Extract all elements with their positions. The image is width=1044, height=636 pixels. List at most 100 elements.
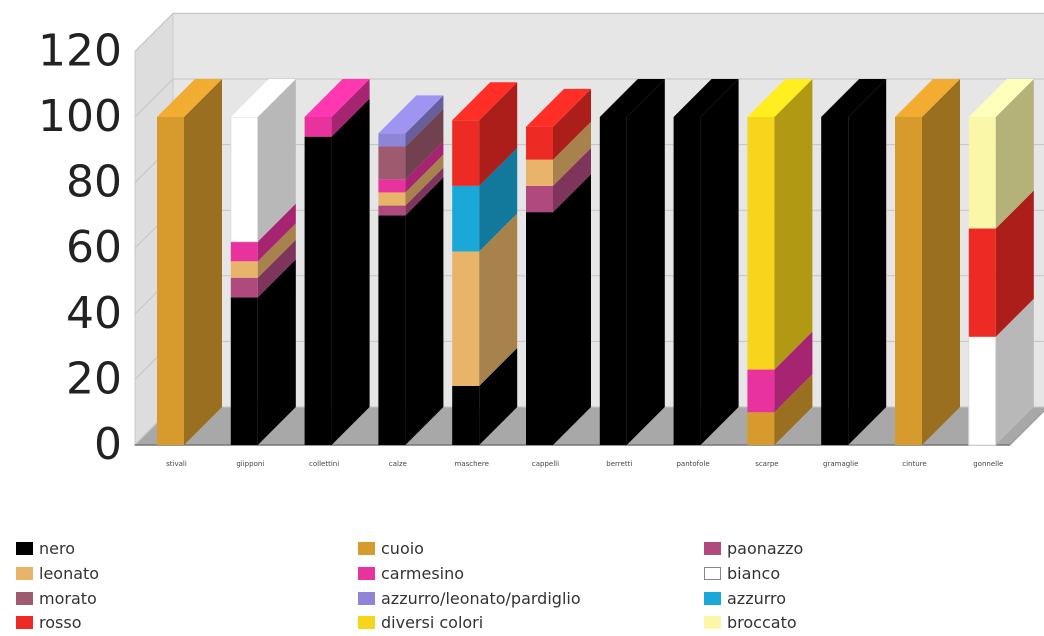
legend-label: nero — [39, 538, 75, 558]
bar-segment-scarpe-cuoio — [747, 412, 775, 445]
x-axis-ticks: stivali giipponi collettini calze maschere ca… — [166, 460, 1003, 468]
gridline-6 — [134, 12, 1044, 52]
bar-side-calze-azzurro/leonato/pardiglio — [405, 95, 444, 147]
bar-segment-calze-leonato — [378, 192, 406, 206]
bar-segment-scarpe-diversi colori — [747, 117, 775, 370]
bar-side-maschere-leonato — [479, 213, 518, 386]
legend-label: bianco — [727, 563, 781, 583]
bar-segment-calze-nero — [378, 215, 406, 445]
gridline-5 — [134, 78, 1044, 118]
bar-segment-pantofole-nero — [673, 117, 701, 445]
bar-maschere — [452, 82, 518, 445]
bar-segment-calze-carmesino — [378, 179, 406, 193]
x-tick-label-2: collettini — [309, 460, 339, 468]
bar-top-maschere — [452, 82, 518, 121]
bar-top-berretti — [599, 79, 665, 117]
legend-label: rosso — [39, 612, 82, 632]
x-tick-label-4: maschere — [455, 460, 489, 468]
bar-segment-collettini-nero — [304, 136, 332, 445]
bar-side-giipponi-bianco — [257, 79, 296, 242]
bar-side-calze-paonazzo — [405, 167, 444, 216]
bar-top-scarpe — [747, 79, 813, 117]
y-tick-label-2: 40 — [66, 288, 122, 339]
y-tick-label-4: 80 — [66, 157, 122, 208]
bar-side-giipponi-carmesino — [257, 203, 296, 262]
legend-item-paonazzo: paonazzo — [704, 536, 803, 560]
y-tick-label-0: 0 — [94, 419, 122, 470]
x-tick-label-7: pantofole — [676, 460, 709, 468]
bar-scarpe — [747, 79, 813, 445]
y-tick-label-3: 60 — [66, 222, 122, 273]
bar-segment-maschere-nero — [452, 385, 480, 445]
bar-top-cappelli — [526, 88, 591, 127]
x-tick-label-3: calze — [389, 460, 407, 468]
y-tick-label-6: 120 — [38, 25, 122, 76]
bar-gonnelle — [968, 79, 1034, 446]
bar-side-maschere-rosso — [479, 82, 518, 186]
bar-top-cinture — [895, 79, 960, 117]
bar-side-cappelli-leonato — [553, 121, 591, 186]
legend-item-broccato: broccato — [704, 610, 797, 634]
legend-label: paonazzo — [727, 538, 804, 558]
bar-top-gonnelle — [968, 79, 1034, 117]
bar-berretti — [599, 79, 665, 445]
bar-stivali — [157, 79, 222, 445]
bar-side-collettini-nero — [331, 98, 370, 446]
legend-item-rosso: rosso — [16, 610, 81, 634]
bar-segment-giipponi-leonato — [230, 261, 258, 278]
bar-side-giipponi-leonato — [257, 223, 296, 278]
legend-item-morato: morato — [16, 586, 97, 610]
legend-swatch — [358, 591, 375, 605]
bar-pantofole — [673, 79, 739, 445]
legend: nero leonato morato rosso cuoio carmesino azzu… — [0, 530, 1044, 636]
bar-segment-cappelli-leonato — [526, 159, 553, 186]
bar-segment-calze-azzurro/leonato/pardiglio — [378, 133, 406, 147]
bar-segment-giipponi-nero — [230, 297, 258, 445]
bar-side-gonnelle-broccato — [995, 79, 1034, 229]
bar-side-giipponi-nero — [257, 259, 296, 445]
legend-swatch — [16, 591, 33, 605]
bar-side-berretti-nero — [626, 79, 665, 445]
bar-side-stivali-cuoio — [184, 79, 222, 445]
bar-segment-cappelli-paonazzo — [526, 185, 553, 213]
legend-label: azzurro/leonato/pardiglio — [381, 588, 581, 608]
bar-side-scarpe-diversi colori — [774, 79, 813, 370]
legend-label: morato — [39, 588, 97, 608]
legend-item-cuoio: cuoio — [358, 536, 424, 560]
legend-label: carmesino — [381, 563, 465, 583]
bar-top-giipponi — [230, 79, 296, 117]
bar-segment-cinture-cuoio — [895, 117, 922, 445]
y-axis-ticks: 0 20 40 60 80 100 120 — [38, 25, 122, 470]
legend-item-azzurro: azzurro — [704, 586, 786, 610]
legend-item-nero: nero — [16, 536, 75, 560]
x-tick-label-8: scarpe — [755, 460, 778, 468]
legend-label: leonato — [39, 563, 100, 583]
stacked-bar-chart: 0 20 40 60 80 100 120 stivali giipponi collettin… — [38, 12, 1044, 470]
bar-cinture — [895, 79, 960, 445]
bar-side-gonnelle-bianco — [995, 298, 1034, 445]
bar-side-scarpe-carmesino — [774, 331, 813, 413]
bar-calze — [378, 95, 444, 445]
legend-item-leonato: leonato — [16, 561, 99, 585]
bar-top-collettini — [304, 79, 370, 117]
x-tick-label-0: stivali — [166, 460, 187, 468]
legend-swatch — [16, 566, 33, 580]
bar-segment-scarpe-carmesino — [747, 369, 775, 413]
bar-segment-gonnelle-bianco — [968, 336, 997, 446]
x-tick-label-11: gonnelle — [973, 460, 1003, 468]
bar-side-gramaglie-nero — [848, 79, 887, 445]
legend-swatch — [704, 566, 721, 580]
bar-top-pantofole — [673, 79, 739, 117]
y-tick-label-1: 20 — [66, 353, 122, 404]
bar-side-pantofole-nero — [700, 79, 739, 445]
bar-cappelli — [526, 88, 591, 445]
bar-segment-giipponi-paonazzo — [230, 277, 258, 298]
bar-segment-gonnelle-broccato — [968, 117, 996, 229]
bar-top-stivali — [157, 79, 222, 117]
bar-gramaglie — [821, 79, 887, 445]
bar-segment-gramaglie-nero — [821, 117, 849, 445]
bar-side-cappelli-nero — [553, 174, 591, 445]
bar-segment-berretti-nero — [599, 117, 627, 445]
bar-side-maschere-azzurro — [479, 147, 518, 252]
bar-side-calze-morato — [405, 108, 444, 180]
